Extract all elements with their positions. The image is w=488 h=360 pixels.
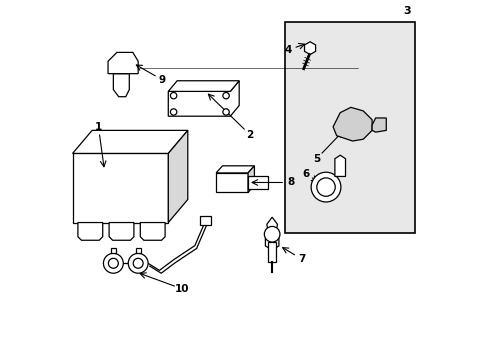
Text: 5: 5 (312, 154, 319, 164)
Text: 7: 7 (297, 254, 305, 264)
Polygon shape (265, 234, 278, 250)
Circle shape (316, 178, 335, 196)
Text: 2: 2 (246, 130, 253, 140)
Bar (285, 22, 414, 233)
Polygon shape (266, 217, 277, 234)
Bar (247, 176, 267, 189)
Polygon shape (111, 248, 116, 253)
Polygon shape (332, 107, 371, 141)
Polygon shape (140, 222, 165, 240)
Circle shape (108, 258, 118, 268)
Text: 3: 3 (402, 6, 410, 16)
Polygon shape (78, 222, 102, 240)
Circle shape (223, 93, 229, 99)
Circle shape (170, 93, 177, 99)
Text: 6: 6 (302, 168, 308, 179)
Polygon shape (168, 81, 239, 91)
Circle shape (103, 253, 123, 273)
Polygon shape (168, 130, 187, 222)
Text: 4: 4 (284, 45, 291, 55)
Bar (216, 173, 247, 192)
Bar (72, 153, 168, 222)
Polygon shape (113, 74, 129, 97)
Polygon shape (109, 222, 134, 240)
Polygon shape (247, 166, 254, 192)
Polygon shape (108, 53, 138, 74)
Polygon shape (371, 118, 386, 132)
Text: 9: 9 (159, 75, 165, 85)
Text: 8: 8 (286, 177, 294, 188)
Polygon shape (168, 81, 239, 116)
Polygon shape (72, 130, 187, 153)
Polygon shape (216, 166, 254, 173)
Circle shape (223, 109, 229, 115)
Circle shape (310, 172, 340, 202)
Text: 10: 10 (175, 284, 189, 294)
Polygon shape (334, 155, 345, 176)
Circle shape (264, 226, 279, 242)
Circle shape (128, 253, 148, 273)
Bar (267, 242, 276, 261)
Polygon shape (135, 248, 141, 253)
Bar (200, 216, 210, 225)
Circle shape (170, 109, 177, 115)
Circle shape (133, 258, 143, 268)
Text: 1: 1 (95, 122, 102, 132)
Polygon shape (304, 42, 315, 54)
